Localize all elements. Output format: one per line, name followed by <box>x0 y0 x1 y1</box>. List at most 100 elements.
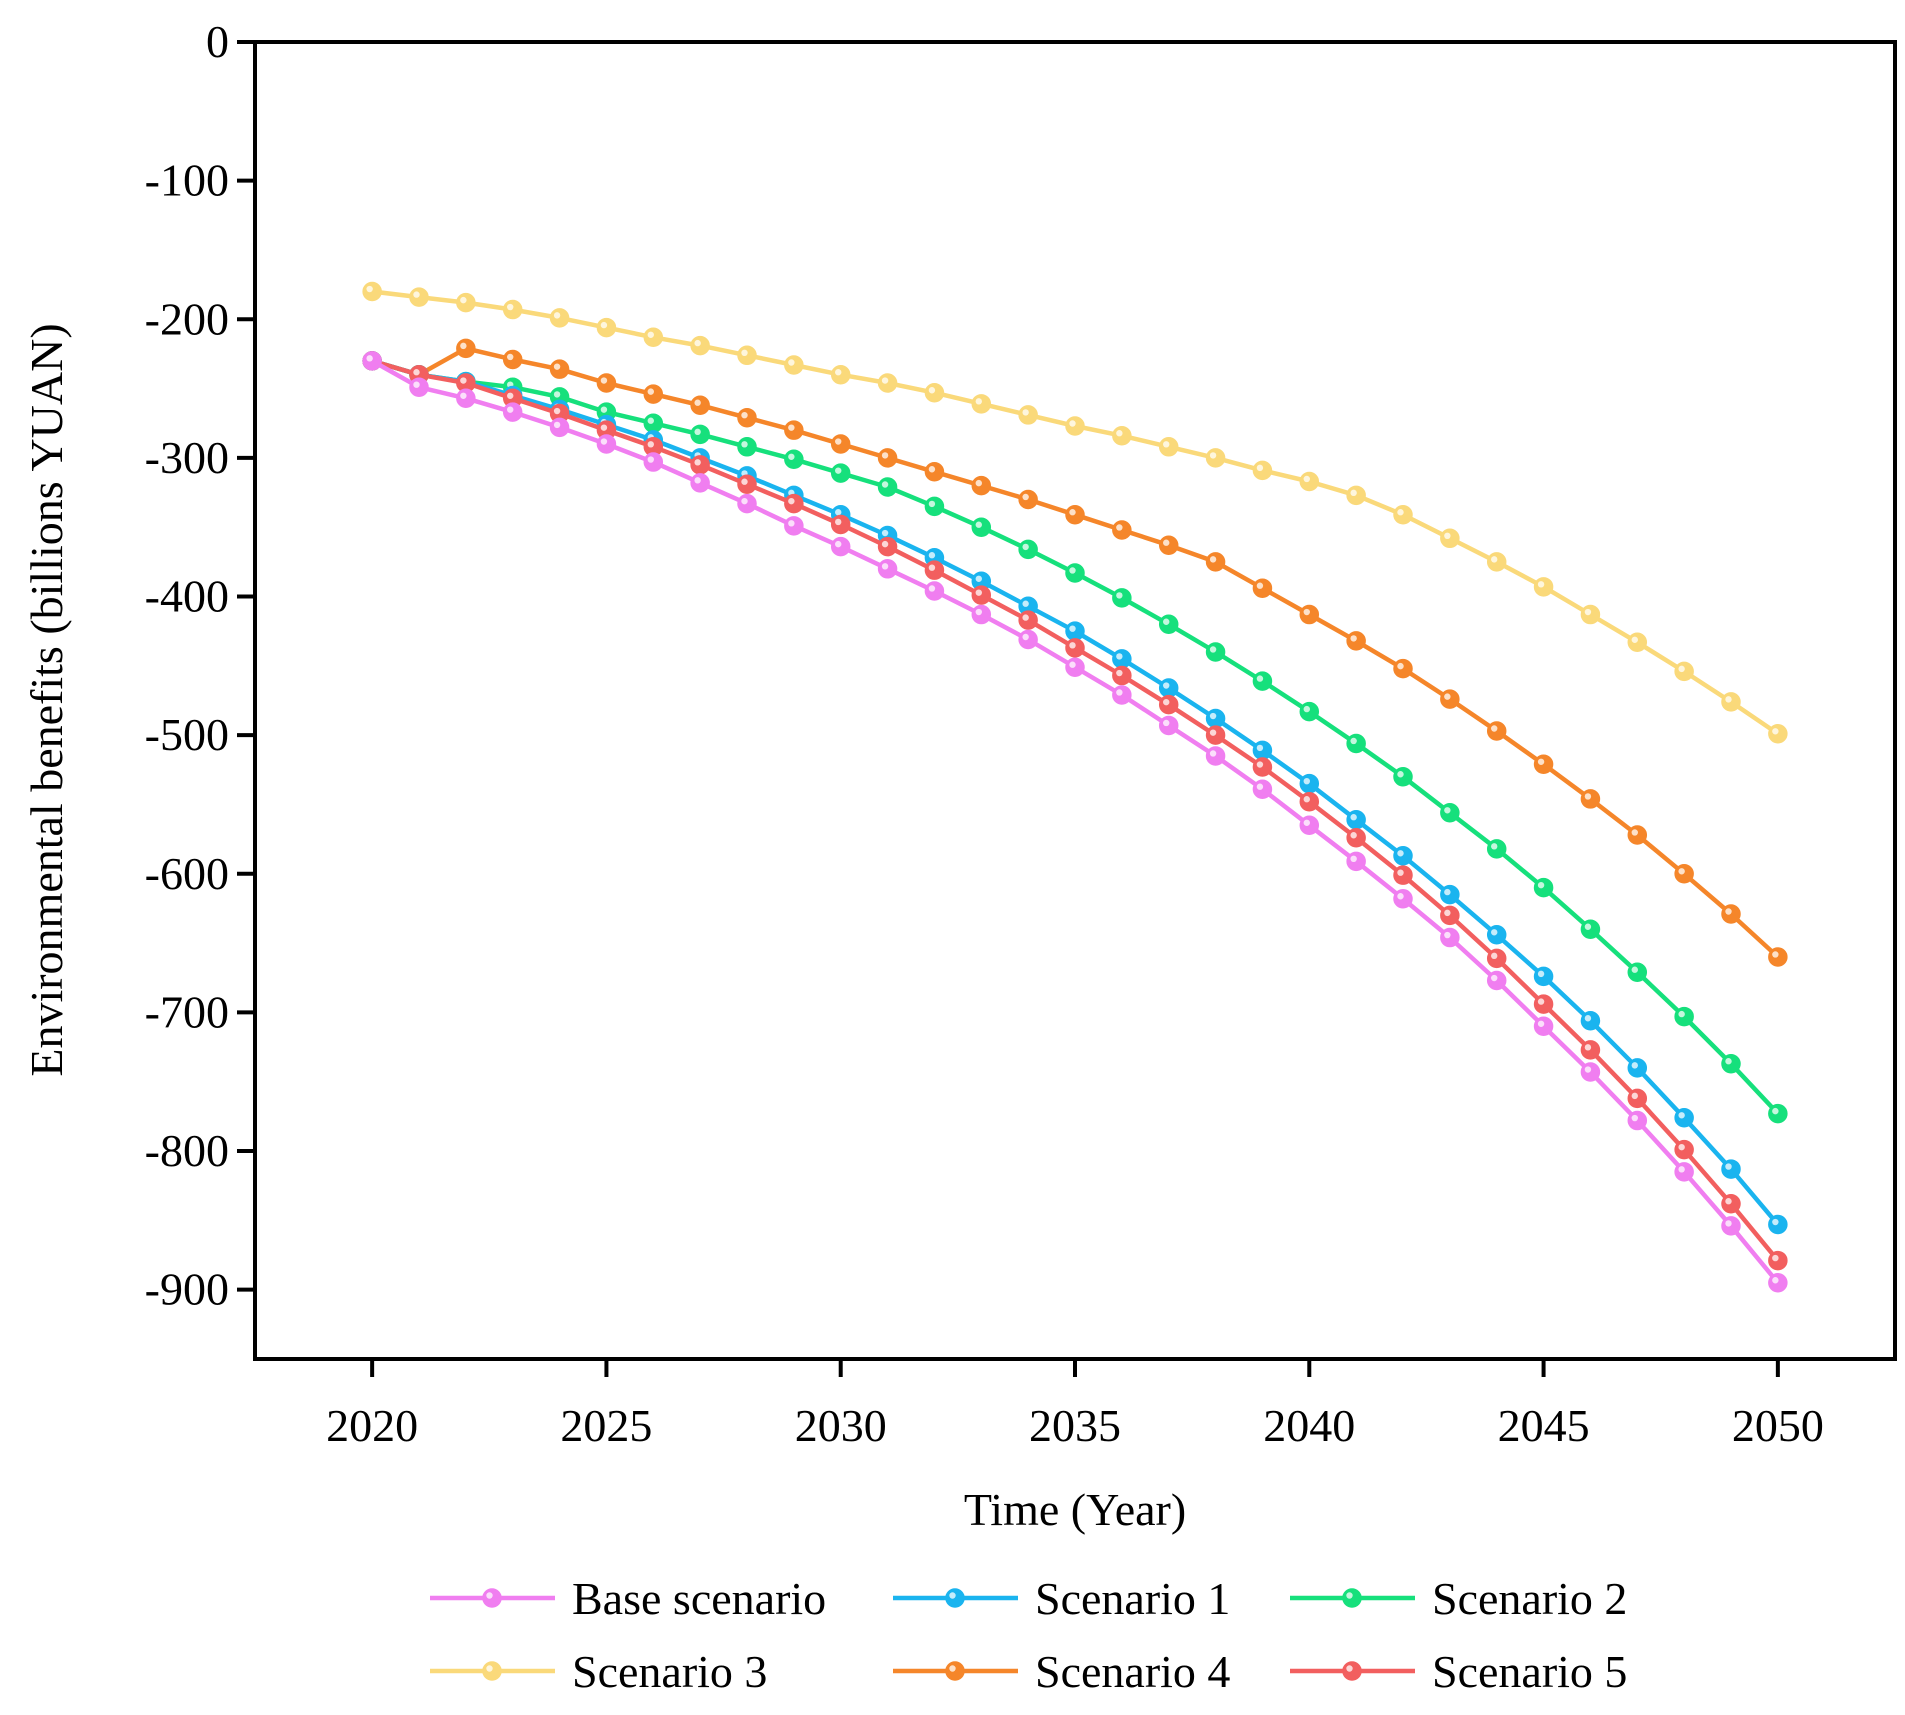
data-point-highlight <box>507 406 514 413</box>
data-point-highlight <box>1631 966 1638 973</box>
data-point-highlight <box>694 399 701 406</box>
legend-marker <box>945 1661 965 1681</box>
x-tick-label: 2040 <box>1263 1400 1355 1451</box>
data-point-highlight <box>1631 1114 1638 1122</box>
data-point-highlight <box>1584 1044 1592 1051</box>
data-point <box>1440 884 1460 905</box>
data-point <box>1065 504 1085 525</box>
data-point <box>924 496 945 517</box>
data-point-highlight <box>694 459 701 466</box>
data-point-highlight <box>413 369 420 376</box>
data-point <box>971 585 992 605</box>
legend-marker-highlight <box>949 1592 956 1599</box>
data-point-highlight <box>1209 556 1217 563</box>
y-axis-title: Environmental benefits (billions YUAN) <box>21 323 72 1076</box>
data-point-highlight <box>1350 832 1357 839</box>
data-point-highlight <box>741 411 748 419</box>
data-point <box>1486 948 1507 969</box>
data-point <box>1627 1088 1648 1109</box>
data-point-highlight <box>1350 814 1357 821</box>
data-point <box>1065 416 1085 436</box>
data-point-highlight <box>1350 635 1357 642</box>
data-point <box>1018 610 1038 630</box>
y-tick-label: -800 <box>145 1125 229 1176</box>
data-point-highlight <box>1772 728 1779 735</box>
data-point-highlight <box>366 285 373 293</box>
data-point-highlight <box>1537 998 1545 1005</box>
data-point-highlight <box>928 466 936 473</box>
data-point-highlight <box>366 355 373 362</box>
data-point <box>1533 754 1554 775</box>
data-point-highlight <box>788 453 795 460</box>
data-point <box>784 420 804 440</box>
data-point <box>971 517 992 537</box>
data-point <box>549 417 570 438</box>
data-point-highlight <box>1631 636 1638 643</box>
data-point-highlight <box>1537 970 1545 978</box>
data-point <box>1252 757 1273 777</box>
data-point <box>1674 1162 1694 1182</box>
data-point <box>643 452 664 472</box>
legend-item: Scenario 2 <box>1290 1573 1627 1624</box>
data-point-highlight <box>1256 582 1264 589</box>
data-point <box>1112 665 1132 686</box>
data-point-highlight <box>881 377 889 384</box>
data-point <box>1440 803 1460 823</box>
data-point-highlight <box>1116 430 1123 437</box>
data-point <box>1112 685 1132 705</box>
data-point <box>971 604 992 625</box>
data-point <box>1533 1016 1554 1037</box>
data-point <box>1486 839 1507 859</box>
data-point-highlight <box>1397 850 1404 857</box>
data-point <box>1018 489 1038 510</box>
data-point <box>1065 621 1085 641</box>
data-point-highlight <box>788 359 795 366</box>
data-point-highlight <box>1163 682 1170 689</box>
data-point <box>877 373 898 393</box>
data-point <box>737 345 757 366</box>
data-point <box>690 455 710 475</box>
series-scenario-5 <box>362 351 1788 1271</box>
data-point-highlight <box>1678 1010 1685 1018</box>
data-point <box>1252 460 1273 481</box>
data-point-highlight <box>975 398 982 405</box>
data-point <box>1299 471 1320 492</box>
data-point <box>1768 1103 1788 1124</box>
data-point-highlight <box>647 331 654 338</box>
legend-marker-highlight <box>949 1665 956 1672</box>
legend-label: Scenario 3 <box>572 1646 767 1697</box>
data-point <box>1205 552 1226 572</box>
data-point <box>690 335 710 356</box>
data-point-highlight <box>1444 532 1451 540</box>
y-axis-ticks: 0 -100 -200 -300 -400 -500 -600 -700 -800 -900 <box>145 16 255 1315</box>
data-point-highlight <box>1678 1112 1685 1119</box>
data-point <box>924 560 945 580</box>
data-point-highlight <box>413 381 420 388</box>
data-point <box>924 462 945 482</box>
data-point <box>1768 1214 1788 1235</box>
data-point-highlight <box>507 353 514 361</box>
data-point <box>596 373 617 393</box>
series-line <box>371 358 1780 1226</box>
y-tick-label: -400 <box>145 571 229 622</box>
data-point <box>362 351 382 371</box>
data-point-highlight <box>835 518 842 526</box>
data-point-highlight <box>1397 869 1404 876</box>
data-point <box>456 338 476 359</box>
data-point <box>502 402 523 422</box>
legend-item: Scenario 4 <box>893 1646 1230 1697</box>
data-point-highlight <box>1397 662 1404 670</box>
data-point-highlight <box>835 509 842 516</box>
data-point-highlight <box>647 441 654 448</box>
data-point-highlight <box>975 575 982 582</box>
legend-marker-highlight <box>486 1592 493 1599</box>
data-point <box>1580 789 1601 809</box>
data-point-highlight <box>1444 931 1451 939</box>
legend-marker-highlight <box>1346 1592 1353 1599</box>
y-tick-label: 0 <box>206 16 229 67</box>
data-point <box>1627 632 1648 653</box>
data-point <box>1721 1216 1741 1236</box>
data-point-highlight <box>1631 1062 1638 1069</box>
series-scenario-3 <box>362 281 1788 744</box>
data-point <box>1018 539 1038 560</box>
